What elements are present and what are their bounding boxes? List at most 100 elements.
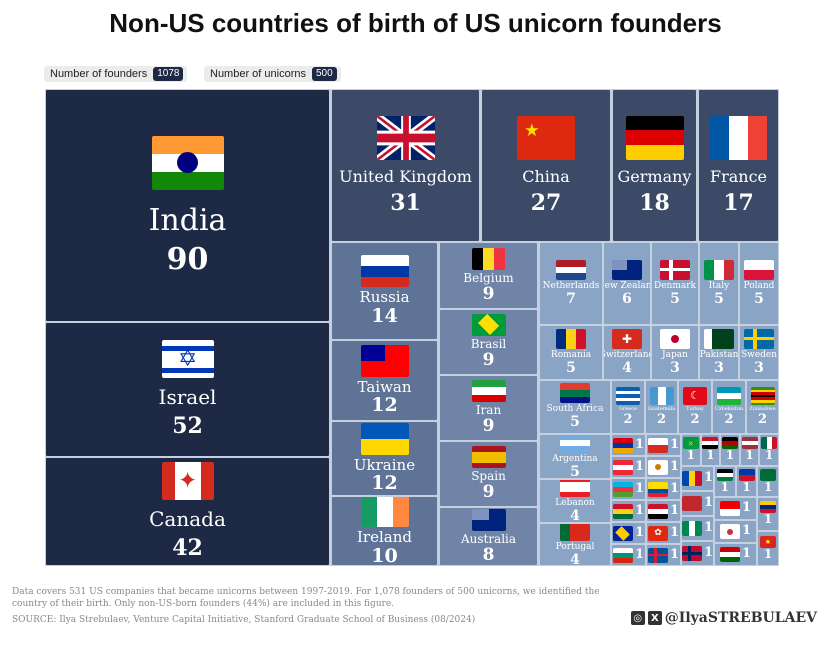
mexico-flag-icon (761, 437, 778, 450)
tile-value: 1 (634, 480, 645, 496)
tile-label: Romania (550, 349, 592, 360)
southafrica-flag-icon (560, 383, 590, 404)
tile-value: 3 (754, 359, 764, 376)
portugal-flag-icon (560, 524, 590, 541)
tile-value: 1 (741, 500, 752, 516)
tile-value: 1 (669, 480, 680, 496)
tile-value: 4 (570, 551, 580, 566)
bulgaria-flag-icon (612, 547, 633, 563)
tile-value: 1 (703, 495, 714, 511)
tile-portugal: Portugal 4 (539, 523, 611, 566)
tile-value: 1 (634, 502, 645, 518)
unicorns-label: Number of unicorns (210, 68, 306, 80)
tile-label: Sweden (740, 349, 778, 360)
armenia-flag-icon (612, 437, 633, 453)
tile-value: 31 (390, 190, 421, 217)
tile-belgium: Belgium 9 (439, 242, 538, 309)
tile-label: Zimbabwe (749, 406, 776, 413)
tile-australia: Australia 8 (439, 507, 538, 566)
tile-label: Portugal (555, 541, 595, 552)
tile-label: Brasil (470, 337, 507, 352)
tile-romania: Romania 5 (539, 325, 603, 380)
tile-label: Denmark (654, 280, 696, 291)
tile-value: 42 (172, 535, 203, 562)
norway-flag-icon (682, 546, 702, 561)
turkey-flag-icon: ☾ (683, 387, 707, 406)
tile-value: 14 (371, 304, 398, 327)
belgium-flag-icon (471, 247, 506, 270)
tile-hongkong: ✿ 1 (646, 522, 681, 544)
tile-value: 27 (530, 190, 562, 217)
tile-value: 1 (686, 448, 695, 463)
venezuela-flag-icon (760, 501, 776, 514)
tile-bosnia: 1 (611, 522, 646, 544)
tile-azerbaijan: 1 (611, 478, 646, 500)
tile-chile: 1 (646, 434, 681, 456)
tile-value: 9 (482, 283, 495, 304)
indonesia-flag-icon (719, 501, 740, 516)
vietnam-flag-icon: ★ (760, 535, 776, 548)
tile-turkey: ☾ Turkey 2 (678, 380, 712, 434)
tile-label: Israel (158, 385, 217, 410)
tile-iceland: 1 (646, 544, 681, 566)
latvia-flag-icon (741, 437, 758, 450)
tile-value: 1 (669, 502, 680, 518)
tile-zimbabwe: Zimbabwe 2 (746, 380, 779, 434)
tile-venezuela: 1 (757, 497, 779, 531)
tile-value: 12 (371, 394, 398, 417)
cyprus-flag-icon (647, 459, 668, 475)
tile-value: 5 (566, 359, 576, 376)
tile-label: Argentina (552, 453, 598, 464)
kenya-flag-icon (721, 437, 738, 450)
azerbaijan-flag-icon (612, 481, 633, 497)
tile-value: 3 (714, 359, 724, 376)
founders-value: 1078 (153, 67, 184, 81)
palestine-flag-icon (716, 468, 733, 481)
france-flag-icon (709, 115, 768, 160)
ireland-flag-icon (360, 497, 409, 528)
tile-value: 1 (703, 470, 714, 486)
nz-flag-icon (612, 259, 642, 280)
tile-armenia: 1 (611, 434, 646, 456)
tile-bulgaria: 1 (611, 544, 646, 566)
tile-label: Iran (475, 403, 502, 418)
australia-flag-icon (471, 508, 506, 531)
italy-flag-icon (704, 259, 734, 280)
egypt-flag-icon (647, 503, 668, 519)
tile-label: China (522, 166, 570, 186)
tile-russia: Russia 14 (331, 242, 438, 340)
tile-value: 1 (764, 479, 773, 494)
tile-japan: Japan 3 (651, 325, 699, 380)
tile-label: Taiwan (357, 377, 412, 396)
tile-value: 5 (754, 290, 764, 307)
tile-kenya: 1 (720, 434, 740, 466)
tile-label: New Zealand (604, 280, 651, 291)
iran-flag-icon (471, 380, 506, 403)
tile-southkorea: 1 (714, 520, 757, 543)
tile-nz: New Zealand6 (603, 242, 651, 325)
tile-saudiarabia: 1 (757, 466, 780, 497)
x-icon: X (647, 611, 662, 625)
tile-value: 1 (741, 546, 752, 562)
tile-moldova: 1 (681, 466, 714, 491)
tile-ireland: Ireland 10 (331, 496, 438, 566)
tile-label: Canada (149, 507, 226, 532)
tile-uk: United Kingdom 31 (331, 89, 480, 242)
tile-value: 7 (566, 290, 576, 307)
tile-value: 9 (482, 416, 495, 437)
tile-label: Turkey (686, 406, 704, 413)
tile-value: 1 (703, 520, 714, 536)
tile-ecuador: 1 (646, 478, 681, 500)
canada-flag-icon: ✦ (161, 462, 214, 501)
tile-india: India 90 (45, 89, 330, 322)
tile-label: Switzerland (604, 349, 650, 360)
sweden-flag-icon (744, 328, 774, 349)
uzbekistan-flag-icon (717, 387, 741, 406)
bosnia-flag-icon (612, 525, 633, 541)
tile-indonesia: 1 (714, 497, 757, 520)
tile-value: 1 (765, 448, 774, 463)
tile-egypt: 1 (646, 500, 681, 522)
tile-morocco: 1 (681, 491, 714, 516)
ghana-flag-icon (612, 503, 633, 519)
argentina-flag-icon (560, 435, 590, 453)
